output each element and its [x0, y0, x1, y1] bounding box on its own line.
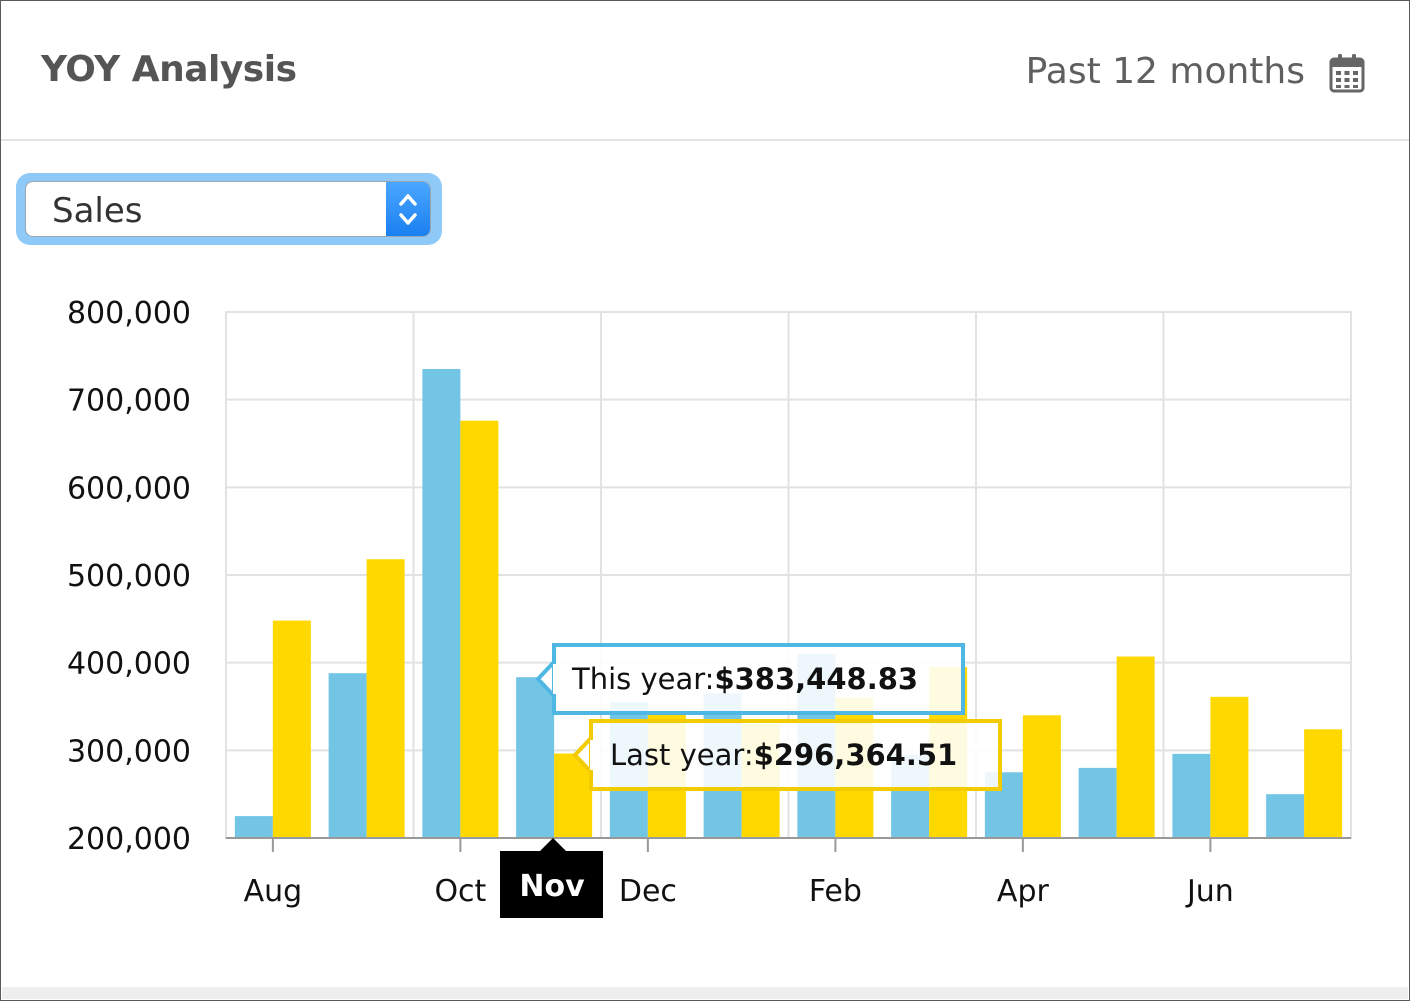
select-stepper[interactable]: [386, 182, 430, 236]
y-tick-label: 600,000: [67, 471, 191, 506]
panel-header: YOY Analysis Past 12 months: [1, 1, 1409, 141]
bar-this-year-jun[interactable]: [1172, 753, 1211, 838]
bar-last-year-oct[interactable]: [460, 420, 499, 838]
bar-this-year-jul[interactable]: [1266, 794, 1305, 838]
y-tick-label: 400,000: [67, 647, 191, 682]
tooltip-this-year: This year:$383,448.83: [535, 643, 965, 715]
y-tick-label: 300,000: [67, 734, 191, 769]
panel-footer-strip: [2, 987, 1408, 999]
calendar-icon[interactable]: [1329, 53, 1365, 93]
chevron-up-down-icon: [399, 194, 417, 225]
metric-select-value: Sales: [52, 191, 143, 231]
metric-select-focus-ring: Sales: [16, 173, 442, 245]
tooltip-last-year: Last year:$296,364.51: [572, 719, 1002, 791]
tooltip-this-year-label: This year:: [571, 662, 714, 696]
x-tick-label-oct: Oct: [434, 874, 486, 909]
tooltip-this-year-box: [552, 643, 965, 715]
y-tick-label: 500,000: [67, 559, 191, 594]
x-tick-label-feb: Feb: [809, 874, 862, 909]
bar-this-year-aug[interactable]: [234, 816, 273, 838]
hover-category-label: Nov: [500, 838, 603, 918]
bar-last-year-may[interactable]: [1116, 656, 1155, 838]
y-tick-label: 800,000: [67, 296, 191, 331]
hover-category-label-arrow: [540, 838, 566, 851]
bar-this-year-sep[interactable]: [328, 673, 367, 838]
metric-select[interactable]: Sales: [25, 181, 431, 237]
tooltip-last-year-value: $296,364.51: [754, 738, 958, 772]
tooltip-last-year-label: Last year:: [610, 738, 754, 772]
svg-text:This year:$383,448.83: This year:$383,448.83: [571, 662, 918, 696]
y-tick-label: 700,000: [67, 384, 191, 419]
date-range-label[interactable]: Past 12 months: [1025, 51, 1305, 92]
y-axis-ticks: 800,000 700,000 600,000 500,000 400,000 300,0…: [67, 296, 191, 857]
x-tick-label-aug: Aug: [244, 874, 303, 909]
bar-last-year-jun[interactable]: [1210, 696, 1249, 838]
x-tick-label-apr: Apr: [997, 874, 1050, 909]
x-axis: Aug Oct Dec Feb Apr Jun: [226, 837, 1351, 909]
bar-last-year-sep[interactable]: [366, 559, 405, 838]
bar-last-year-jul[interactable]: [1304, 729, 1343, 838]
bar-this-year-oct[interactable]: [422, 368, 461, 838]
x-tick-label-jun: Jun: [1185, 874, 1234, 909]
bar-last-year-apr[interactable]: [1022, 715, 1061, 838]
y-tick-label: 200,000: [67, 822, 191, 857]
svg-text:Last year:$296,364.51: Last year:$296,364.51: [610, 738, 957, 772]
hover-category-label-text: Nov: [519, 869, 585, 904]
bar-last-year-aug[interactable]: [272, 620, 311, 838]
x-tick-label-dec: Dec: [619, 874, 677, 909]
bar-this-year-may[interactable]: [1078, 767, 1117, 838]
hover-category-label-box: [500, 851, 603, 918]
tooltip-this-year-value: $383,448.83: [714, 662, 918, 696]
panel-title: YOY Analysis: [41, 49, 297, 90]
bar-this-year-nov[interactable]: [516, 677, 555, 838]
